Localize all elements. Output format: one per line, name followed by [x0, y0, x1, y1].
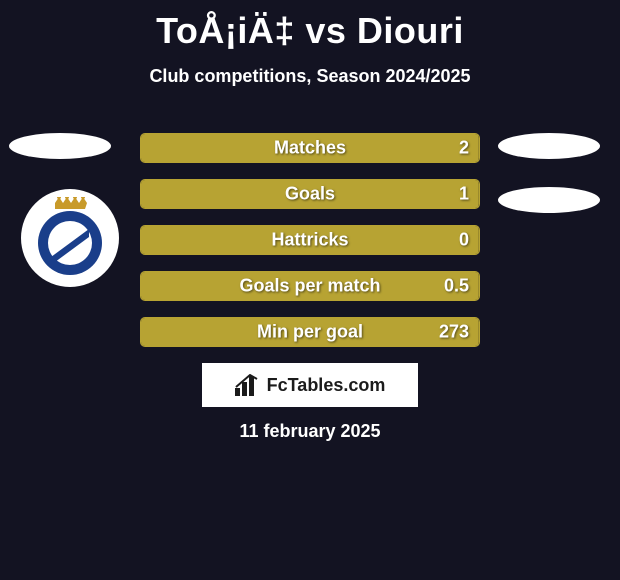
- site-logo: FcTables.com: [202, 363, 418, 407]
- subtitle: Club competitions, Season 2024/2025: [0, 66, 620, 87]
- stat-bars: Matches 2 Goals 1 Hattricks 0 Goals per match 0…: [140, 133, 480, 363]
- page-title: ToÅ¡iÄ‡ vs Diouri: [0, 0, 620, 52]
- stat-value: 2: [459, 138, 469, 159]
- stat-bar: Hattricks 0: [140, 225, 480, 255]
- club-crest: [21, 189, 119, 287]
- stat-label: Goals: [285, 184, 335, 205]
- stat-label: Goals per match: [239, 276, 380, 297]
- date: 11 february 2025: [239, 421, 380, 442]
- stat-bar: Matches 2: [140, 133, 480, 163]
- stat-value: 1: [459, 184, 469, 205]
- stat-bar: Goals 1: [140, 179, 480, 209]
- stat-label: Min per goal: [257, 322, 363, 343]
- stat-bar: Min per goal 273: [140, 317, 480, 347]
- stat-value: 273: [439, 322, 469, 343]
- stat-label: Hattricks: [271, 230, 348, 251]
- crest-icon: [37, 197, 103, 279]
- player-right-placeholder-2: [498, 187, 600, 213]
- player-left-placeholder: [9, 133, 111, 159]
- stat-value: 0.5: [444, 276, 469, 297]
- fctables-icon: [235, 374, 261, 396]
- player-right-placeholder-1: [498, 133, 600, 159]
- stat-label: Matches: [274, 138, 346, 159]
- logo-text: FcTables.com: [267, 375, 386, 396]
- stat-bar: Goals per match 0.5: [140, 271, 480, 301]
- stat-value: 0: [459, 230, 469, 251]
